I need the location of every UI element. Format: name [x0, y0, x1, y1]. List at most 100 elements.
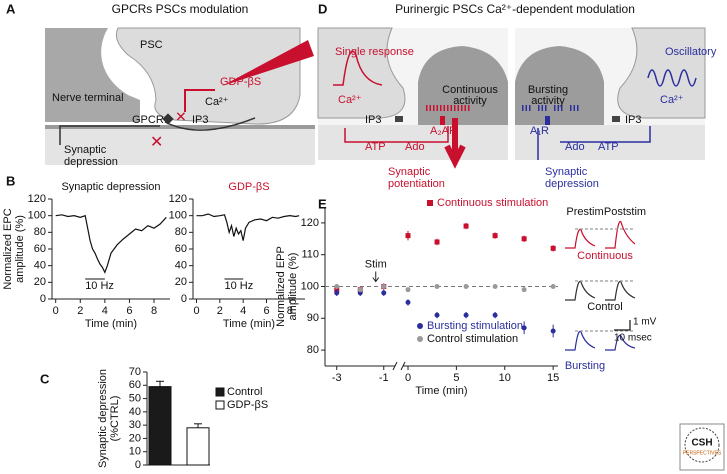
legend-label: Control: [227, 386, 262, 398]
receptor-icon: [612, 116, 620, 122]
trace: [605, 220, 636, 249]
point: [381, 290, 387, 296]
panel-d: D Purinergic PSCs Ca²⁺-dependent modulat…: [317, 1, 717, 190]
point: [492, 284, 498, 289]
x-tick-label: 4: [240, 305, 246, 317]
axis-break: [395, 362, 403, 370]
point: [550, 328, 556, 334]
legend-label: Bursting stimulation: [427, 320, 523, 332]
x-tick-label: 6: [263, 305, 269, 317]
trace: [565, 330, 596, 351]
label: activity: [531, 95, 565, 107]
y-tick-label: 0: [135, 459, 141, 471]
y-tick-label: 40: [129, 406, 141, 418]
y-tick-label: 80: [175, 226, 187, 238]
label: Continuous: [442, 84, 498, 96]
x-tick-label: 0: [405, 372, 411, 384]
y-tick-label: 90: [307, 312, 319, 324]
point: [434, 312, 440, 318]
label: GPCR: [132, 114, 164, 126]
panel-letter: D: [318, 1, 327, 16]
label: ATP: [598, 141, 619, 153]
point: [434, 284, 440, 289]
point: [492, 233, 498, 239]
axis-break: [392, 361, 406, 371]
y-axis-label: (%CTRL): [109, 396, 121, 442]
y-tick-label: 100: [301, 280, 319, 292]
pipette: [222, 40, 314, 86]
x-axis-label: Time (min): [223, 318, 275, 330]
y-tick-label: 60: [34, 243, 46, 255]
x-tick-label: -1: [379, 372, 389, 384]
y-axis-label: Normalized EPP: [275, 246, 287, 327]
label: depression: [545, 178, 599, 190]
point: [463, 284, 469, 289]
point: [550, 245, 556, 251]
label: Ca²⁺: [660, 94, 684, 106]
label: IP3: [192, 114, 209, 126]
arrow: [164, 117, 256, 131]
x-tick-label: 8: [287, 305, 293, 317]
legend-swatch: [215, 387, 225, 397]
label: Synaptic: [64, 144, 107, 156]
label: IP3: [625, 114, 642, 126]
nerve-terminal: [515, 46, 604, 125]
trace: [55, 214, 167, 274]
x-tick-label: 5: [453, 372, 459, 384]
logo-box: [679, 423, 725, 471]
y-tick-label: 0: [181, 293, 187, 305]
y-tick-label: 60: [175, 243, 187, 255]
scale-label: 1 mV: [633, 317, 657, 328]
inset-label: Control: [587, 301, 622, 313]
x-tick-label: 0: [53, 305, 59, 317]
trace: [605, 280, 636, 301]
y-tick-label: 100: [169, 210, 187, 222]
psc-cell: [617, 27, 706, 119]
x-tick-label: 6: [126, 305, 132, 317]
label: Nerve terminal: [52, 92, 124, 104]
trace: [565, 280, 596, 301]
point: [334, 290, 340, 296]
y-axis-label: Synaptic depression: [97, 369, 109, 468]
logo-text: PERSPECTIVES: [683, 450, 722, 456]
y-tick-label: 40: [34, 260, 46, 272]
arrow: [560, 126, 651, 143]
label: GDP-βS: [220, 76, 261, 88]
legend-marker: [417, 323, 423, 329]
x-tick-label: 0: [193, 305, 199, 317]
panel-letter: E: [318, 196, 327, 211]
label: IP3: [365, 114, 382, 126]
x-tick-label: 10: [499, 372, 511, 384]
label: Synaptic: [545, 166, 588, 178]
legend-marker: [417, 336, 423, 342]
x-tick-label: 2: [77, 305, 83, 317]
label: PSC: [140, 39, 163, 51]
calcium-trace: [333, 50, 383, 86]
point: [521, 325, 527, 331]
x-tick-label: 8: [151, 305, 157, 317]
legend-label: Control stimulation: [427, 333, 518, 345]
bar: [186, 427, 210, 466]
trace: [565, 228, 596, 249]
drug-path: [184, 89, 215, 112]
point: [463, 223, 469, 229]
panel-a: A GPCRs PSCs modulation ✕ ✕ PSC GDP-βS N…: [6, 1, 315, 168]
inset-label: Continuous: [577, 250, 633, 262]
chart-title: Synaptic depression: [61, 181, 160, 193]
y-tick-label: 70: [129, 366, 141, 378]
logo-ring: [684, 427, 720, 463]
y-axis-label: amplitude (%): [14, 215, 26, 283]
y-tick-label: 120: [301, 217, 319, 229]
legend-label: GDP-βS: [227, 399, 268, 411]
bar: [148, 386, 172, 466]
block-mark: ✕: [150, 134, 163, 151]
annotation: Stim: [365, 258, 387, 270]
label: A₁R: [530, 125, 549, 137]
y-tick-label: 40: [175, 260, 187, 272]
chart-title: GDP-βS: [228, 181, 269, 193]
label: Ca²⁺: [205, 96, 229, 108]
panel-title: GPCRs PSCs modulation: [112, 2, 249, 16]
legend-swatch: [215, 400, 225, 410]
panel-letter: A: [6, 1, 16, 16]
inset-label: Prestim: [566, 206, 603, 218]
